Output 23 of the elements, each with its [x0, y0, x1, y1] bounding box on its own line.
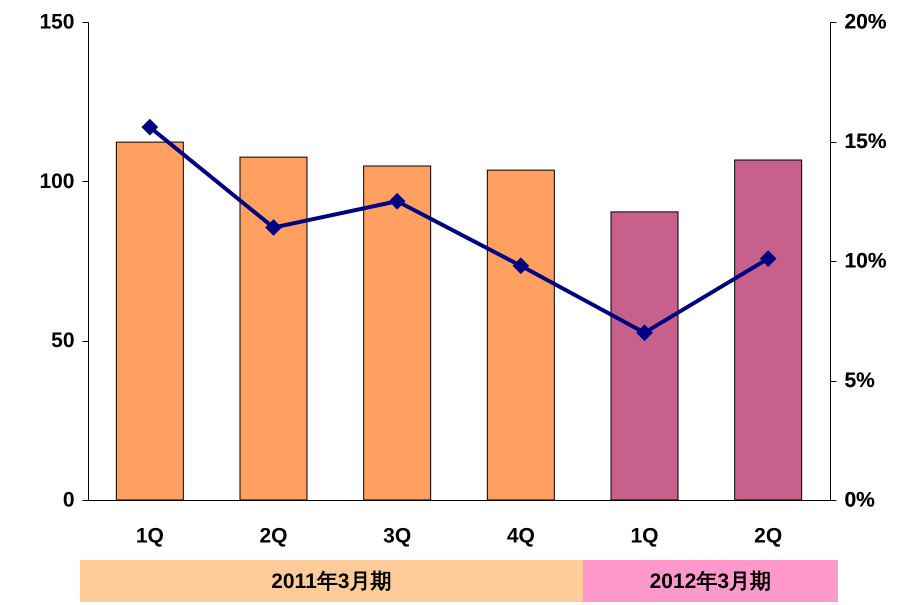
y-tick-label: 100	[39, 170, 74, 193]
point	[265, 219, 282, 236]
text: 2011年3月期	[80, 560, 583, 602]
y2-tick-label: 0%	[844, 488, 876, 512]
y-tick-label: 50	[51, 329, 74, 352]
point	[760, 250, 777, 267]
point	[141, 118, 158, 136]
x-tick-label: 4Q	[506, 524, 535, 548]
y-tick-label: 150	[39, 10, 74, 34]
x-tick-label: 1Q	[136, 524, 164, 548]
point	[636, 324, 653, 342]
x-tick-label: 1Q	[630, 524, 659, 548]
x-tick-label: 3Q	[383, 524, 412, 548]
text: 2012年3月期	[582, 560, 838, 602]
point	[512, 257, 530, 274]
y2-tick-label: 5%	[844, 369, 876, 392]
x-tick-label: 2Q	[754, 524, 782, 548]
y2-tick-label: 20%	[844, 10, 887, 34]
y-tick-label: 0	[62, 488, 74, 512]
y2-tick-label: 15%	[844, 130, 887, 153]
x-tick-label: 2Q	[259, 524, 288, 548]
point	[388, 192, 406, 210]
y2-tick-label: 10%	[844, 250, 887, 272]
